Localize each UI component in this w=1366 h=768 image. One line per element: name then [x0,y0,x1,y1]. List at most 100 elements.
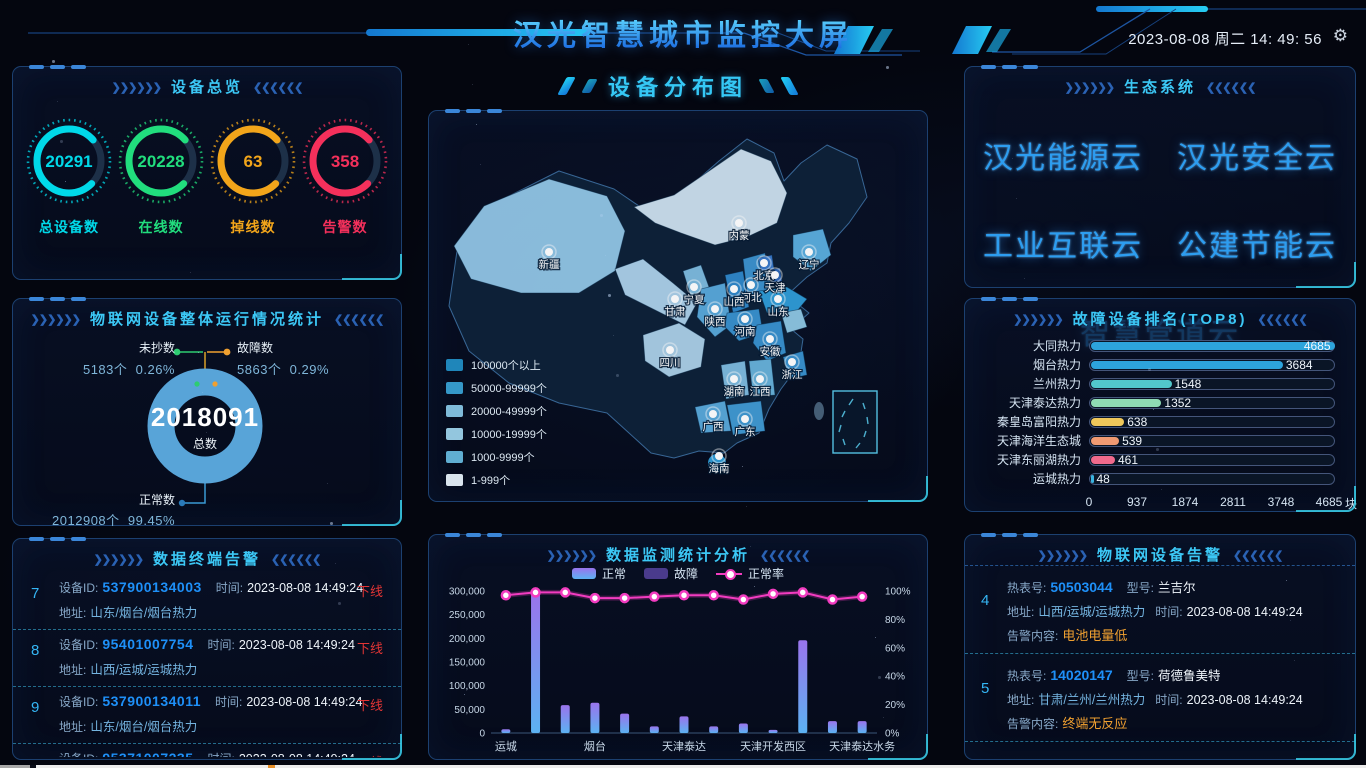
gauge-ring: 20291 [26,118,112,204]
svg-text:天津泰达水务: 天津泰达水务 [829,739,895,753]
gauge-label: 总设备数 [39,219,99,235]
map-marker-江西[interactable]: 江西 [748,371,772,399]
gauge-ring: 358 [302,118,388,204]
gauge-告警数: 358 告警数 [299,115,391,237]
top8-row-大同热力: 大同热力 4685 [985,336,1335,355]
bar-track: 461 [1089,452,1335,467]
bar-track: 1352 [1089,396,1335,410]
row-index: 10 [31,756,48,757]
svg-text:陕西: 陕西 [705,315,726,328]
svg-text:浙江: 浙江 [782,369,803,381]
top8-row-天津泰达热力: 天津泰达热力 1352 [985,393,1335,412]
row-index: 9 [31,699,40,716]
panel-title-iot-alerts: ❯❯❯❯❯❯ 物联网设备告警 ❮❮❮❮❮❮ [1037,547,1284,564]
map-marker-山东[interactable]: 山东 [766,291,790,319]
bar-fill [1091,341,1335,350]
map-legend-item: 100000个以上 [446,357,547,373]
ecosystem-link-工业互联云[interactable]: 工业互联云 [983,230,1143,263]
bar-track: 638 [1089,414,1335,429]
bar-track: 539 [1089,434,1335,448]
iot-alert-row: 4 热表号: 50503044 型号: 兰吉尔 地址: 山西/运城/运城热力 时间: 2023-… [965,566,1355,654]
svg-text:100,000: 100,000 [449,681,486,692]
panel-top8: ❯❯❯❯❯❯ 故障设备排名(TOP8) ❮❮❮❮❮❮ 大同热力 4685 烟台热力 368… [964,297,1357,512]
legend-swatch [446,405,463,417]
panel-corner-dashes [445,109,460,113]
map-marker-宁夏[interactable]: 宁夏 [682,279,706,307]
chevrons-right-icon: ❯❯❯❯❯❯ [1037,550,1088,562]
svg-text:150,000: 150,000 [449,658,486,669]
gear-icon[interactable]: ⚙ [1332,26,1348,45]
panel-title-device-overview: ❯❯❯❯❯❯ 设备总览 ❮❮❮❮❮❮ [111,79,304,96]
map-legend-item: 50000-99999个 [446,380,547,396]
map-marker-四川[interactable]: 四川 [658,342,682,370]
map-marker-北京[interactable]: 北京 [752,255,776,283]
svg-text:100%: 100% [885,587,911,598]
bar-value: 4685 [1303,338,1331,353]
svg-text:40%: 40% [885,672,905,683]
svg-text:山西: 山西 [724,296,745,308]
terminal-alert-row: 8 设备ID: 95401007754 时间: 2023-08-08 14:49:24 下… [13,630,401,687]
map-marker-内蒙[interactable]: 内蒙 [727,215,751,243]
map-title-text: 设备分布图 [607,75,748,100]
svg-text:内蒙: 内蒙 [729,229,750,242]
taskbar-edge [0,765,1366,768]
map-marker-河南[interactable]: 河南 [733,311,757,339]
map-marker-新疆[interactable]: 新疆 [537,244,561,272]
bar-value: 638 [1127,414,1148,429]
panel-corner-dashes [29,537,44,541]
row-index: 4 [981,592,990,609]
panel-china-map: 新疆 内蒙辽宁北京 天津 河北 山西 宁夏 甘肃陕西 山东 河南 安徽 四川浙江 湖南 江西 广西 广东海南… [428,109,928,502]
svg-text:北京: 北京 [754,269,775,282]
svg-text:运城: 运城 [495,740,517,753]
map-marker-浙江[interactable]: 浙江 [780,354,804,382]
page-title: 汉光智慧城市监控大屏 [0,12,1366,54]
bar-value: 1548 [1174,376,1202,391]
svg-text:海南: 海南 [709,462,730,475]
panel-corner-dashes [981,65,996,69]
svg-text:50,000: 50,000 [454,705,485,716]
map-marker-辽宁[interactable]: 辽宁 [797,244,821,272]
svg-text:20228: 20228 [137,152,184,171]
legend-swatch [446,359,463,371]
status-badge: 下线 [356,641,383,656]
donut-callout-fault-values: 5863个 0.29% [237,362,330,377]
header-decoration [28,6,1366,56]
gauge-掉线数: 63 掉线数 [207,115,299,237]
bar-track: 48 [1089,472,1335,486]
chevrons-left-icon: ❮❮❮❮❮❮ [1257,314,1307,326]
bar-value: 461 [1118,452,1139,467]
bar-track: 1548 [1089,376,1335,391]
ecosystem-link-汉光能源云[interactable]: 汉光能源云 [983,142,1143,175]
map-marker-河北[interactable]: 河北 [739,277,763,305]
map-marker-海南[interactable]: 海南 [707,448,731,476]
panel-device-overview: ❯❯❯❯❯❯ 设备总览 ❮❮❮❮❮❮ 20291 总设备数 20228 在线数 63 掉线数 3… [12,65,402,280]
map-legend-item: 10000-19999个 [446,426,547,442]
terminal-alert-row: 10设备ID:95371007235时间:2023-08-08 14:49:24… [13,744,401,757]
device-id: 95401007754 [102,636,194,652]
map-marker-天津[interactable]: 天津 [763,267,787,295]
gauge-在线数: 20228 在线数 [115,115,207,237]
map-marker-陕西[interactable]: 陕西 [703,301,727,329]
map-marker-安徽[interactable]: 安徽 [758,331,782,359]
map-marker-甘肃[interactable]: 甘肃 [663,291,687,319]
iot-alert-row: 6热表号:14160473型号:荷德鲁美特地址:山西/大同/大同热力时间:202… [965,742,1355,757]
map-legend-item: 1000-9999个 [446,449,547,465]
svg-text:358: 358 [331,152,359,171]
panel-title-monitor: ❯❯❯❯❯❯ 数据监测统计分析 ❮❮❮❮❮❮ [546,547,811,564]
map-marker-湖南[interactable]: 湖南 [722,371,746,399]
map-marker-广西[interactable]: 广西 [701,406,725,434]
map-marker-山西[interactable]: 山西 [722,281,746,309]
gauge-ring: 20228 [118,118,204,204]
chevrons-left-icon: ❮❮❮❮❮❮ [1233,550,1283,562]
meter-id: 14160473 [1050,755,1112,757]
meter-id: 14020147 [1050,667,1113,683]
ecosystem-link-汉光安全云[interactable]: 汉光安全云 [1177,142,1337,175]
bar-track: 3684 [1089,358,1335,372]
svg-text:甘肃: 甘肃 [665,305,686,318]
ecosystem-link-公建节能云[interactable]: 公建节能云 [1177,230,1337,263]
panel-title-top8: ❯❯❯❯❯❯ 故障设备排名(TOP8) ❮❮❮❮❮❮ [1013,311,1308,328]
map-marker-广东[interactable]: 广东 [733,411,757,439]
chevrons-left-icon: ❮❮❮❮❮❮ [271,554,321,566]
terminal-alert-row: 7 设备ID: 537900134003 时间: 2023-08-08 14:49:24… [13,573,401,630]
